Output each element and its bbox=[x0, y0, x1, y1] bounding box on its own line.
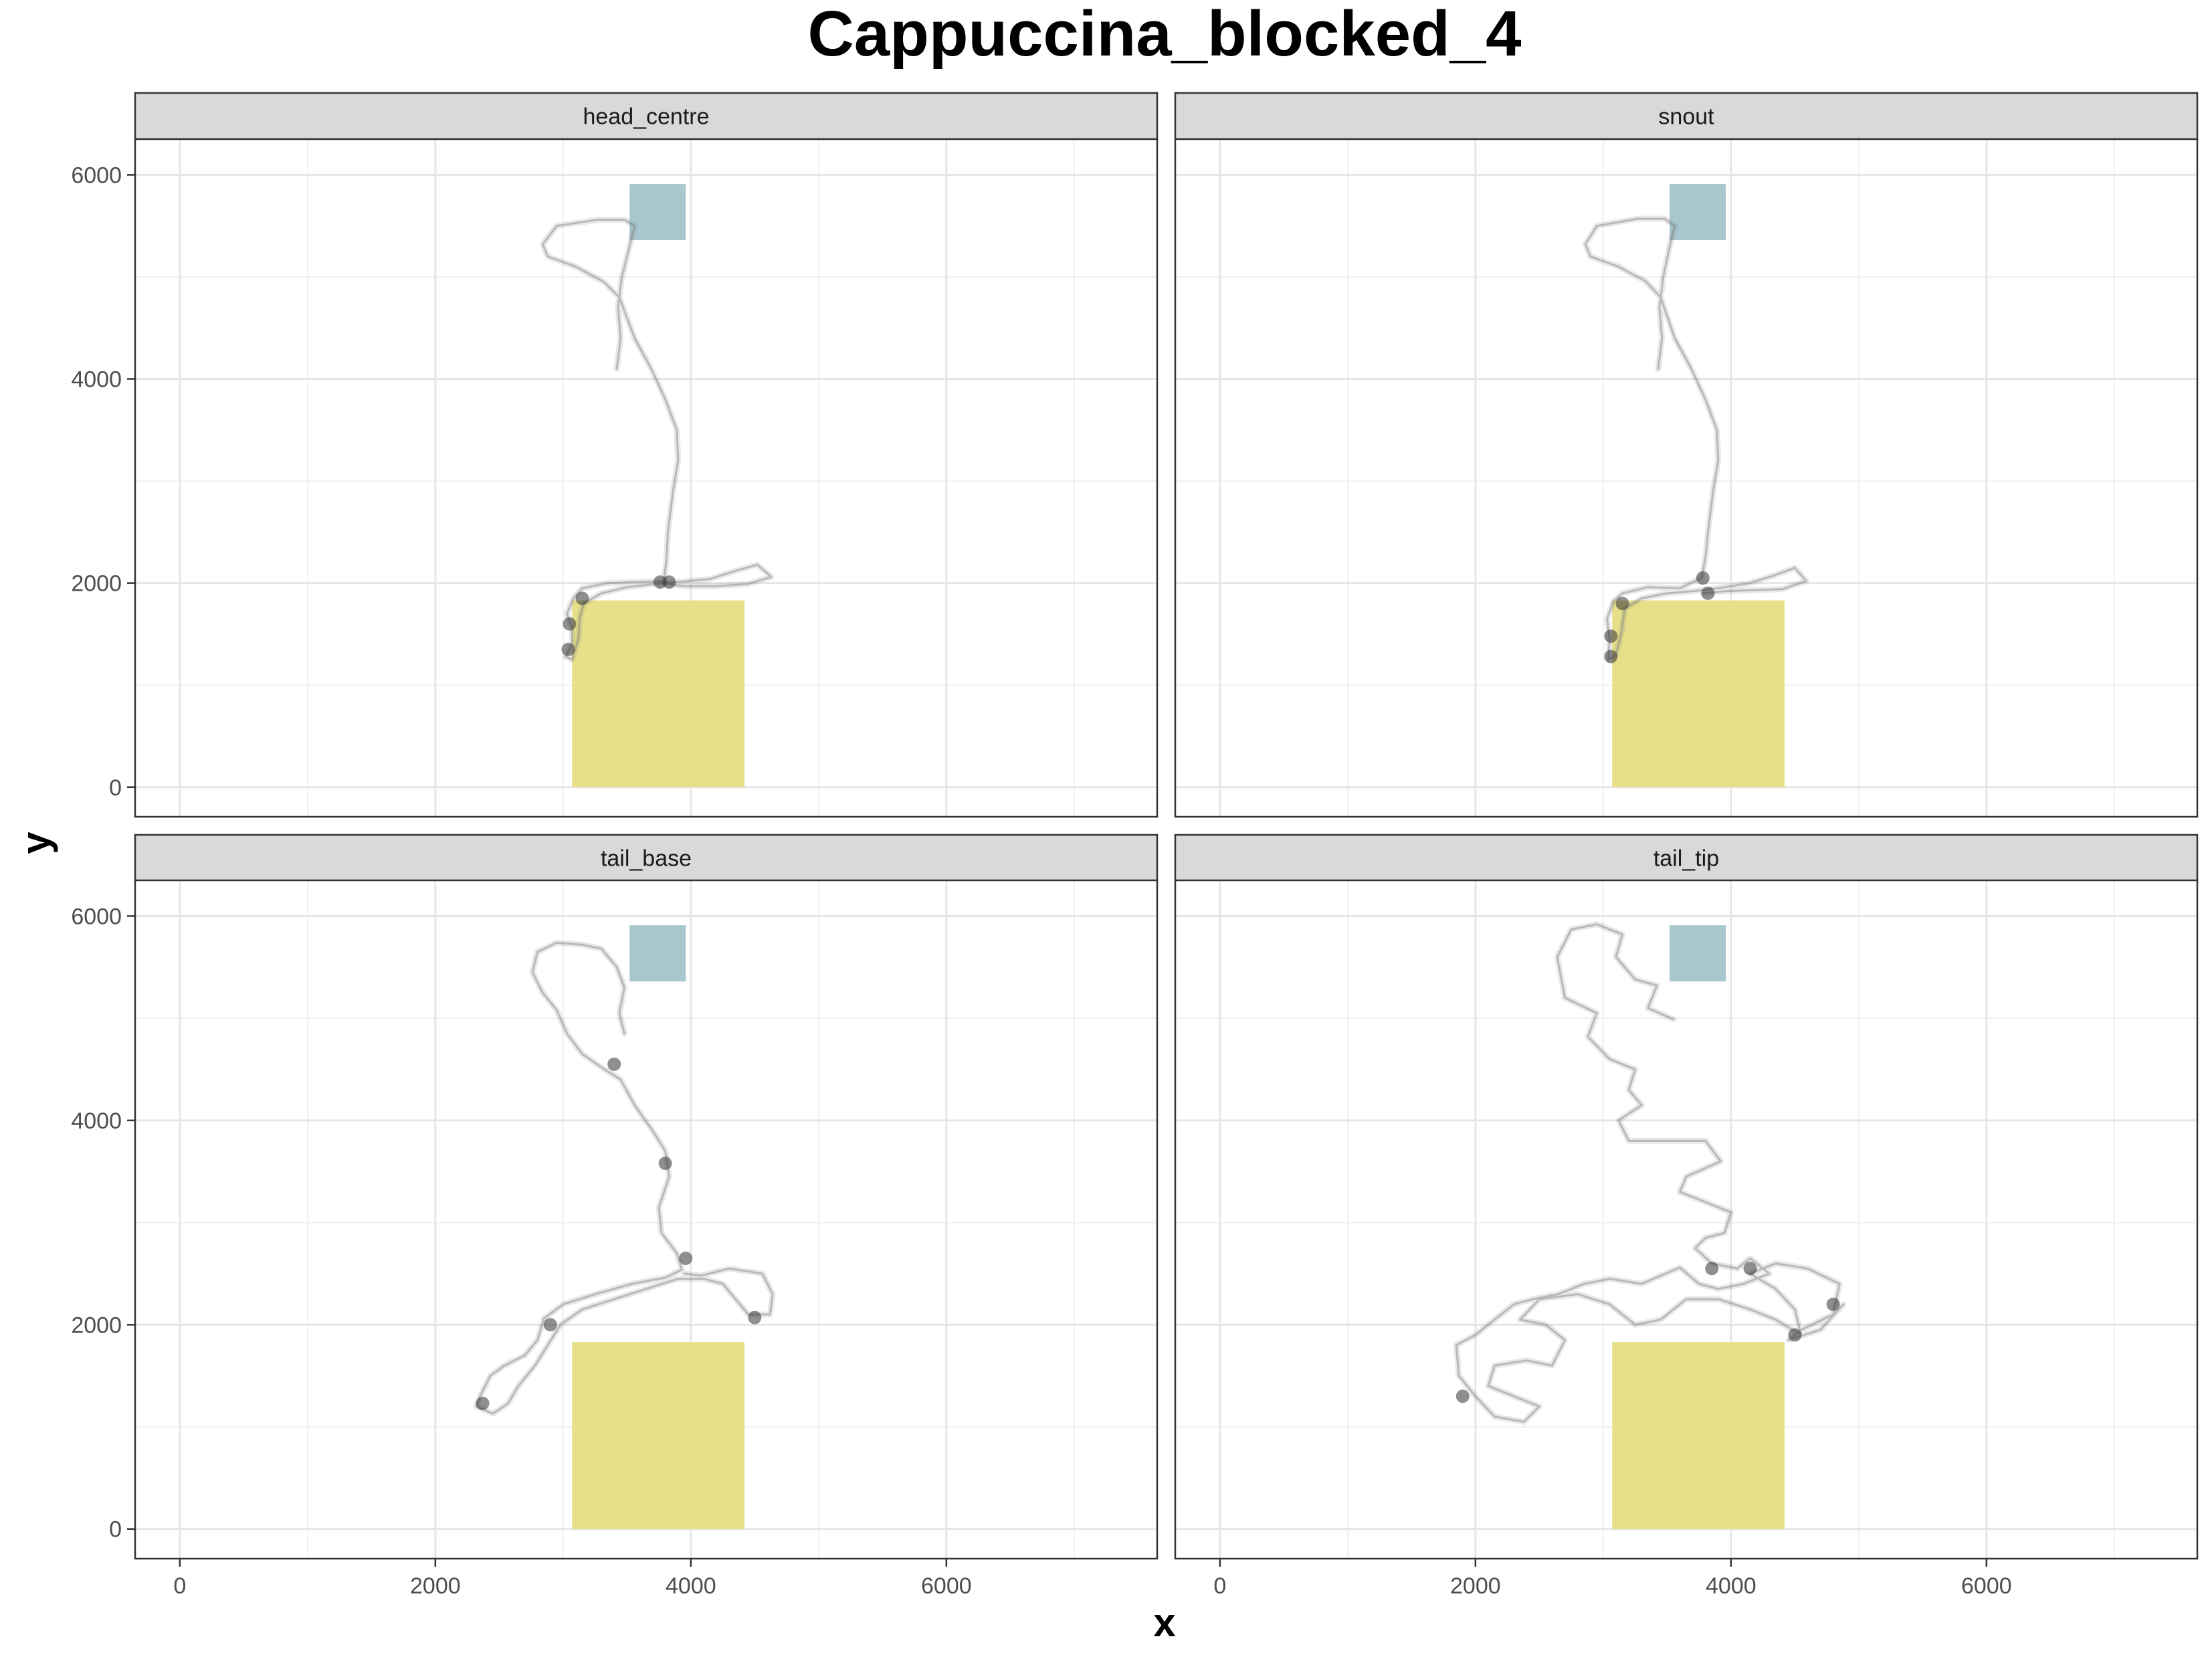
panel-head_centre: head_centre 0 2000 4000 6000 bbox=[71, 92, 1159, 818]
yellow-region bbox=[572, 600, 745, 787]
trajectory-cluster bbox=[1604, 629, 1618, 643]
y-tick-label: 2000 bbox=[71, 1312, 122, 1338]
x-tick-label: 4000 bbox=[666, 1573, 716, 1599]
x-tick-label: 2000 bbox=[1450, 1573, 1501, 1599]
trajectory-cluster bbox=[476, 1396, 490, 1410]
trajectory-cluster bbox=[1455, 1389, 1470, 1403]
trajectory-path bbox=[475, 941, 774, 1415]
blue-region bbox=[629, 184, 686, 241]
trajectory-path bbox=[541, 219, 773, 661]
trajectory-halo bbox=[473, 939, 776, 1417]
trajectory-cluster bbox=[1826, 1297, 1840, 1311]
facet-strip bbox=[134, 834, 1159, 882]
panel-border bbox=[134, 138, 1159, 818]
yellow-region bbox=[1612, 600, 1785, 787]
facet-label: head_centre bbox=[583, 104, 709, 130]
facet-label: snout bbox=[1658, 104, 1714, 130]
facet-label: tail_tip bbox=[1653, 846, 1719, 872]
blue-region bbox=[629, 925, 686, 982]
x-tick-label: 0 bbox=[173, 1573, 186, 1599]
trajectory-cluster bbox=[679, 1252, 693, 1266]
yellow-region bbox=[572, 1342, 745, 1529]
x-tick-label: 0 bbox=[1213, 1573, 1226, 1599]
yellow-region bbox=[1612, 1342, 1785, 1529]
trajectory-cluster bbox=[1696, 571, 1710, 585]
y-tick-label: 2000 bbox=[71, 571, 122, 597]
panel-border bbox=[1174, 138, 2199, 818]
trajectory-cluster bbox=[1705, 1262, 1719, 1276]
trajectory-cluster bbox=[1743, 1262, 1757, 1276]
y-tick-label: 6000 bbox=[71, 904, 122, 929]
y-tick-label: 6000 bbox=[71, 163, 122, 188]
x-tick-label: 2000 bbox=[410, 1573, 461, 1599]
trajectory-cluster bbox=[607, 1057, 621, 1071]
trajectory-cluster bbox=[561, 642, 575, 656]
facet-panels: head_centre 0 2000 4000 6000 snout tail_base 0 2… bbox=[71, 92, 2199, 1599]
panel-tail_base: tail_base 0 2000 4000 6000 0 2000 4000 6000 bbox=[71, 834, 1159, 1599]
y-tick-label: 0 bbox=[109, 1517, 122, 1543]
chart-title: Cappuccina_blocked_4 bbox=[807, 0, 1521, 70]
trajectory-cluster bbox=[1701, 586, 1715, 600]
trajectory-cluster bbox=[563, 617, 577, 631]
y-tick-label: 4000 bbox=[71, 367, 122, 393]
trajectory-cluster bbox=[543, 1318, 557, 1332]
facet-strip bbox=[134, 92, 1159, 140]
trajectory-cluster bbox=[1788, 1328, 1802, 1342]
trajectory-path bbox=[1455, 923, 1845, 1423]
trajectory-cluster bbox=[1604, 650, 1618, 664]
trajectory-cluster bbox=[748, 1310, 762, 1325]
panel-border bbox=[134, 879, 1159, 1560]
blue-region bbox=[1670, 925, 1726, 982]
trajectory-halo bbox=[539, 217, 775, 663]
facet-strip bbox=[1174, 92, 2199, 140]
trajectory-cluster bbox=[1615, 597, 1629, 611]
trajectory-cluster bbox=[575, 591, 589, 605]
trajectory-cluster bbox=[653, 575, 668, 589]
trajectory-cluster bbox=[658, 1157, 672, 1171]
blue-region bbox=[1670, 184, 1726, 241]
x-tick-label: 6000 bbox=[921, 1573, 972, 1599]
panel-tail_tip: tail_tip 0 2000 4000 6000 bbox=[1174, 834, 2199, 1599]
facet-label: tail_base bbox=[601, 846, 692, 872]
panel-snout: snout bbox=[1174, 92, 2199, 818]
trajectory-halo bbox=[1453, 921, 1847, 1425]
y-tick-label: 0 bbox=[109, 775, 122, 801]
y-tick-label: 4000 bbox=[71, 1108, 122, 1134]
x-tick-label: 4000 bbox=[1706, 1573, 1756, 1599]
y-axis-title: y bbox=[13, 832, 58, 854]
panel-border bbox=[1174, 879, 2199, 1560]
x-axis-title: x bbox=[1153, 1600, 1175, 1645]
x-tick-label: 6000 bbox=[1961, 1573, 2012, 1599]
